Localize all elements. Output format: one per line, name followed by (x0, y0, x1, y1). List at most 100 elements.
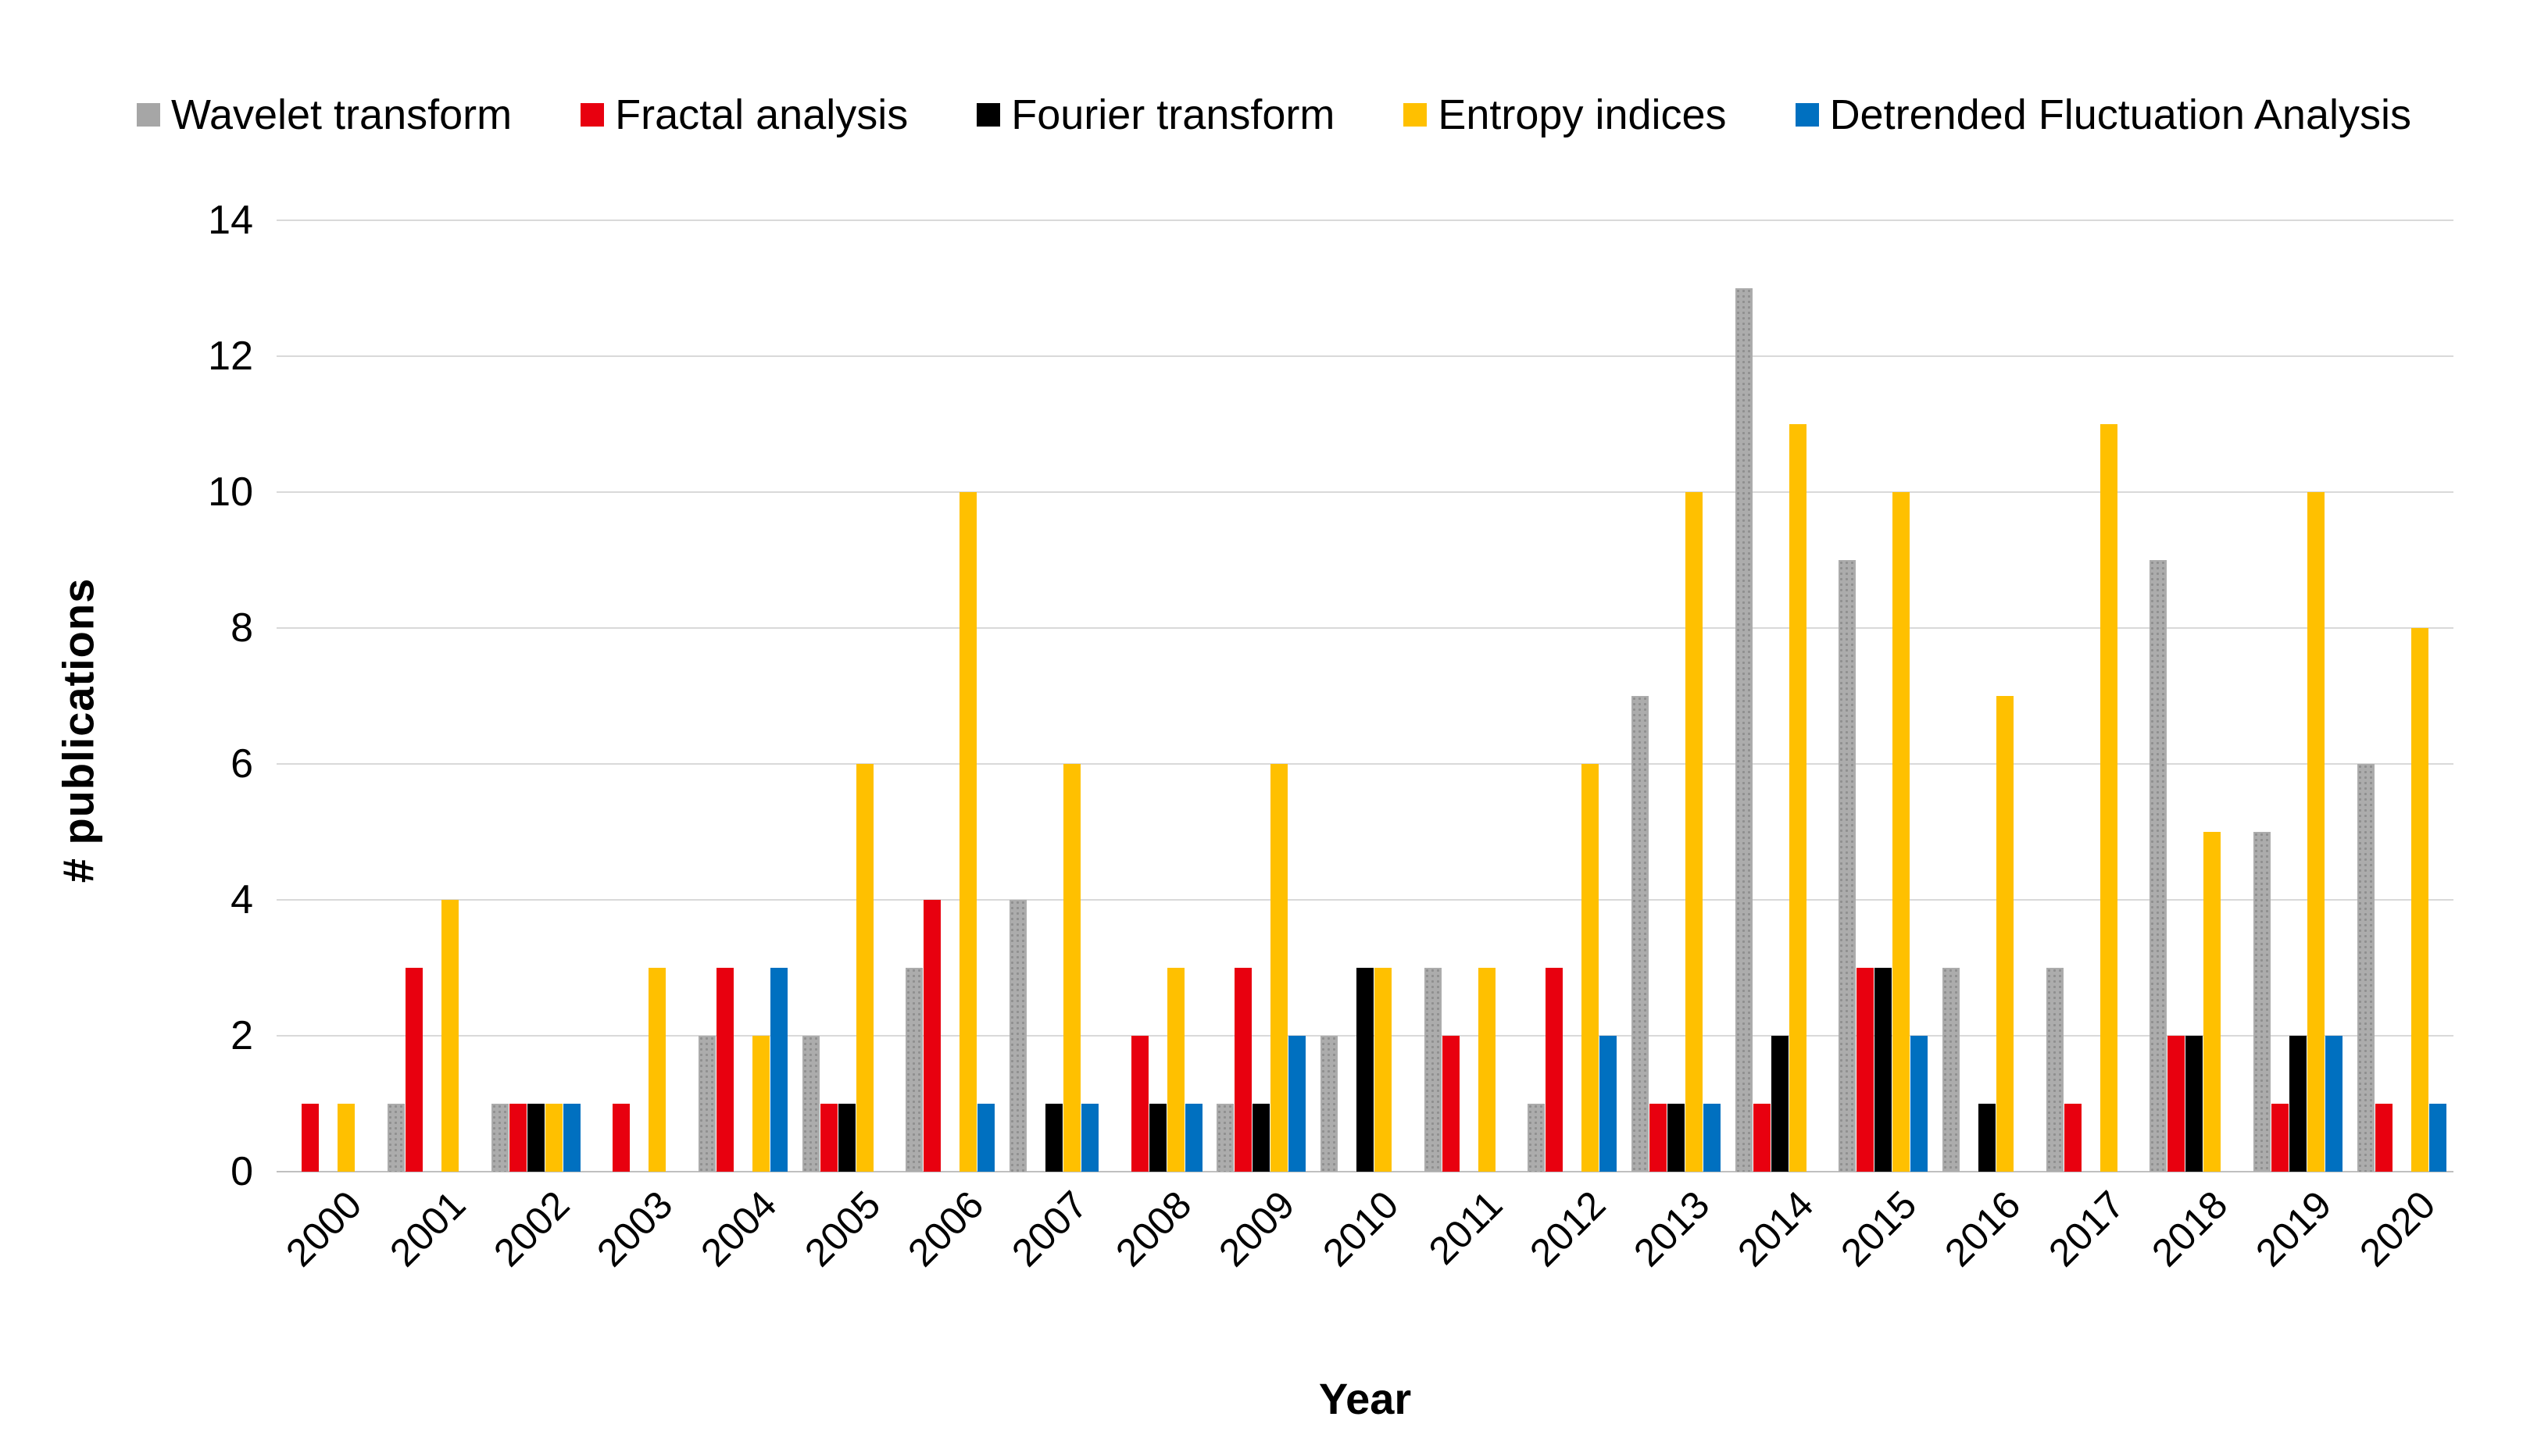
bar (2046, 968, 2064, 1172)
bar (2289, 1036, 2307, 1172)
x-tick-label: 2008 (1106, 1182, 1200, 1276)
gridline (277, 491, 2453, 493)
gridline (277, 899, 2453, 901)
bar (2410, 628, 2428, 1172)
bar (1010, 900, 1027, 1172)
bar (1288, 1036, 1306, 1172)
legend-item: Detrended Fluctuation Analysis (1795, 91, 2411, 138)
bar (1892, 492, 1910, 1172)
bar (1185, 1104, 1203, 1172)
bar (441, 900, 459, 1172)
bar (1063, 764, 1081, 1172)
bar (1217, 1104, 1235, 1172)
y-tick-label: 2 (230, 1013, 253, 1058)
bar (1703, 1104, 1721, 1172)
bar (545, 1104, 563, 1172)
legend-item: Fourier transform (977, 94, 1335, 136)
x-tick-label: 2010 (1314, 1182, 1407, 1276)
bar (302, 1104, 320, 1172)
bar (1356, 968, 1374, 1172)
bar (509, 1104, 527, 1172)
x-tick-label: 2015 (1832, 1182, 1925, 1276)
legend-swatch-icon (977, 103, 1001, 127)
gridline (277, 763, 2453, 765)
x-tick-label: 2000 (277, 1182, 370, 1276)
bar (1131, 1036, 1149, 1172)
bar (1753, 1104, 1771, 1172)
legend: Wavelet transform Fractal analysis Fourier… (0, 87, 2548, 142)
legend-item: Entropy indices (1403, 91, 1727, 138)
x-tick-label: 2004 (692, 1182, 785, 1276)
bar (1081, 1104, 1099, 1172)
bar (977, 1104, 995, 1172)
bar (2253, 832, 2271, 1172)
x-tick-label: 2001 (381, 1182, 474, 1276)
bar (924, 900, 942, 1172)
bar (649, 968, 666, 1172)
bar (1874, 968, 1892, 1172)
legend-swatch-icon (1403, 103, 1428, 127)
y-tick-label: 14 (208, 198, 253, 243)
x-tick-label: 2009 (1210, 1182, 1303, 1276)
bar (1045, 1104, 1063, 1172)
bar (1320, 1036, 1338, 1172)
bar (2375, 1104, 2393, 1172)
plot-area: 0 2 4 6 8 10 12 14 2000 2001 2002 2003 2004 2005 2006 2… (208, 198, 2453, 1275)
bar (2203, 832, 2221, 1172)
bar (1631, 696, 1649, 1172)
x-tick-label: 2016 (1936, 1182, 2029, 1276)
legend-label: Wavelet transform (170, 91, 513, 138)
gridline (277, 219, 2453, 221)
bar (856, 764, 874, 1172)
x-tick-label: 2020 (2350, 1182, 2444, 1276)
bar (1374, 968, 1392, 1172)
bar (1857, 968, 1874, 1172)
bar (1978, 1104, 1996, 1172)
bar (2325, 1036, 2343, 1172)
bar (1771, 1036, 1789, 1172)
bar (2150, 560, 2167, 1172)
bar (1685, 492, 1703, 1172)
legend-label: Fractal analysis (615, 91, 909, 138)
x-tick-label: 2006 (899, 1182, 992, 1276)
bar (2307, 492, 2325, 1172)
bar (2428, 1104, 2446, 1172)
bar (1478, 968, 1496, 1172)
bar (1667, 1104, 1685, 1172)
gridline (277, 355, 2453, 357)
x-tick-label: 2005 (795, 1182, 889, 1276)
bar (2185, 1036, 2203, 1172)
y-axis-title: # publications (53, 577, 103, 883)
y-tick-label: 12 (208, 334, 253, 379)
bar (1253, 1104, 1270, 1172)
x-tick-label: 2011 (1420, 1182, 1511, 1273)
legend-item: Wavelet transform (136, 91, 513, 138)
bar (838, 1104, 856, 1172)
bar (1581, 764, 1599, 1172)
x-tick-label: 2007 (1003, 1182, 1096, 1276)
bar (613, 1104, 631, 1172)
legend-item: Fractal analysis (581, 94, 908, 136)
bar (491, 1104, 509, 1172)
y-tick-label: 0 (230, 1149, 253, 1194)
bar (563, 1104, 581, 1172)
x-tick-label: 2012 (1521, 1182, 1614, 1276)
bar (1149, 1104, 1167, 1172)
legend-label: Fourier transform (1011, 91, 1335, 138)
x-tick-label: 2019 (2247, 1182, 2340, 1276)
legend-swatch-icon (581, 103, 605, 127)
gridline (277, 627, 2453, 629)
bar (1735, 288, 1753, 1172)
bar (2167, 1036, 2185, 1172)
y-tick-label: 6 (230, 741, 253, 787)
bar (752, 1036, 770, 1172)
y-tick-label: 4 (230, 877, 253, 922)
legend-label: Detrended Fluctuation Analysis (1829, 91, 2411, 138)
bar (2100, 424, 2117, 1172)
bar (388, 1104, 405, 1172)
bar (1528, 1104, 1546, 1172)
bar (1235, 968, 1253, 1172)
x-tick-label: 2002 (484, 1182, 578, 1276)
bar (1839, 560, 1857, 1172)
legend-label: Entropy indices (1438, 91, 1727, 138)
